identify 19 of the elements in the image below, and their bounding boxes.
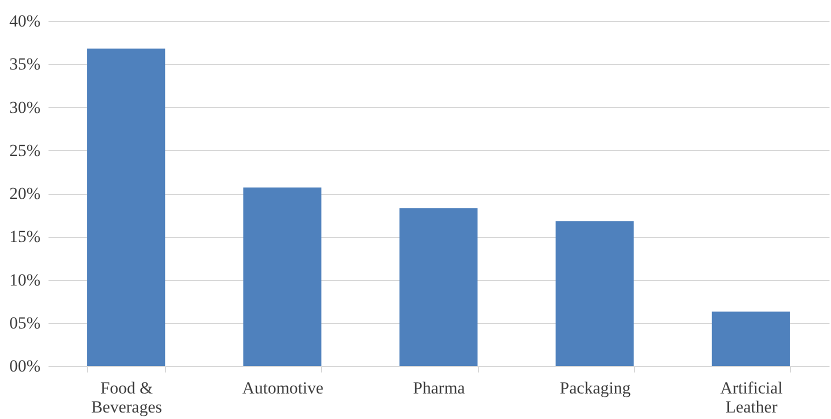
bar [712, 312, 790, 366]
y-tick-label: 40% [9, 12, 40, 30]
x-tick-label: Automotive [242, 378, 324, 398]
x-tick-label: Pharma [413, 378, 466, 398]
bar [243, 187, 322, 366]
bar [556, 221, 634, 366]
y-tick-label: 20% [9, 184, 40, 203]
y-tick-label: 05% [9, 313, 40, 332]
bar [87, 48, 166, 366]
y-tick-label: 10% [9, 270, 40, 290]
bar [399, 208, 478, 366]
x-tick-label: Packaging [560, 378, 632, 398]
x-tick-label: Food & Beverages [91, 378, 162, 416]
y-tick-label: 30% [9, 98, 40, 117]
y-tick-label: 35% [9, 54, 40, 74]
y-tick-label: 00% [9, 356, 40, 376]
y-tick-label: 15% [9, 227, 40, 246]
x-tick-label: Artificial Leather [720, 378, 783, 416]
y-tick-label: 25% [9, 140, 40, 160]
